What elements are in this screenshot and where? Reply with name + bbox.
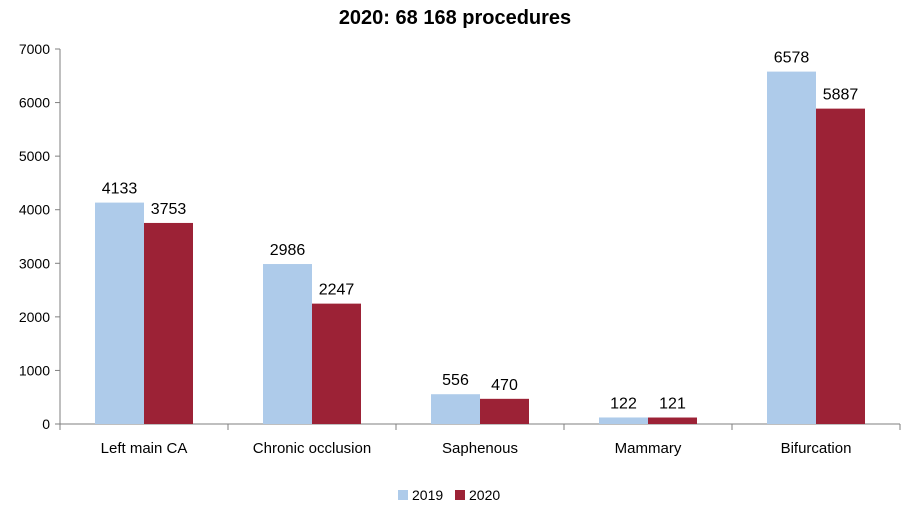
data-label: 470 <box>491 377 518 394</box>
axes: 0 1000 2000 3000 4000 5000 6000 7000 Left main C… <box>19 41 901 457</box>
legend: 2019 2020 <box>398 487 500 503</box>
x-tick-label: Saphenous <box>442 440 518 457</box>
data-label: 121 <box>659 396 686 413</box>
bars: 4133 3753 2986 2247 556 470 122 121 6578 5887 <box>95 50 865 424</box>
data-label: 6578 <box>774 50 810 67</box>
data-label: 2247 <box>319 282 355 299</box>
bar-2019 <box>263 264 312 424</box>
y-tick-label: 5000 <box>19 148 50 164</box>
chart-title: 2020: 68 168 procedures <box>339 7 571 29</box>
data-label: 3753 <box>151 201 187 218</box>
data-label: 556 <box>442 372 469 389</box>
y-tick-label: 2000 <box>19 309 50 325</box>
bar-2020 <box>312 303 361 424</box>
bar-2019 <box>599 417 648 424</box>
data-label: 4133 <box>102 181 138 198</box>
y-tick-label: 7000 <box>19 41 50 57</box>
y-tick-label: 0 <box>42 416 50 432</box>
data-label: 5887 <box>823 87 859 104</box>
bar-2019 <box>431 394 480 424</box>
bar-2019 <box>767 71 816 424</box>
bar-2020 <box>648 417 697 424</box>
x-tick-label: Chronic occlusion <box>253 440 371 457</box>
legend-label: 2019 <box>412 487 443 503</box>
legend-swatch-2020 <box>455 490 465 500</box>
x-tick-label: Mammary <box>615 440 682 457</box>
legend-label: 2020 <box>469 487 500 503</box>
x-tick-label: Bifurcation <box>781 440 852 457</box>
bar-2020 <box>816 108 865 424</box>
data-label: 2986 <box>270 242 306 259</box>
bar-2019 <box>95 202 144 424</box>
data-label: 122 <box>610 395 637 412</box>
bar-2020 <box>480 398 529 424</box>
y-tick-label: 4000 <box>19 202 50 218</box>
y-tick-label: 3000 <box>19 255 50 271</box>
bar-2020 <box>144 222 193 424</box>
x-tick-label: Left main CA <box>101 440 188 457</box>
y-tick-label: 1000 <box>19 362 50 378</box>
y-tick-label: 6000 <box>19 95 50 111</box>
legend-swatch-2019 <box>398 490 408 500</box>
